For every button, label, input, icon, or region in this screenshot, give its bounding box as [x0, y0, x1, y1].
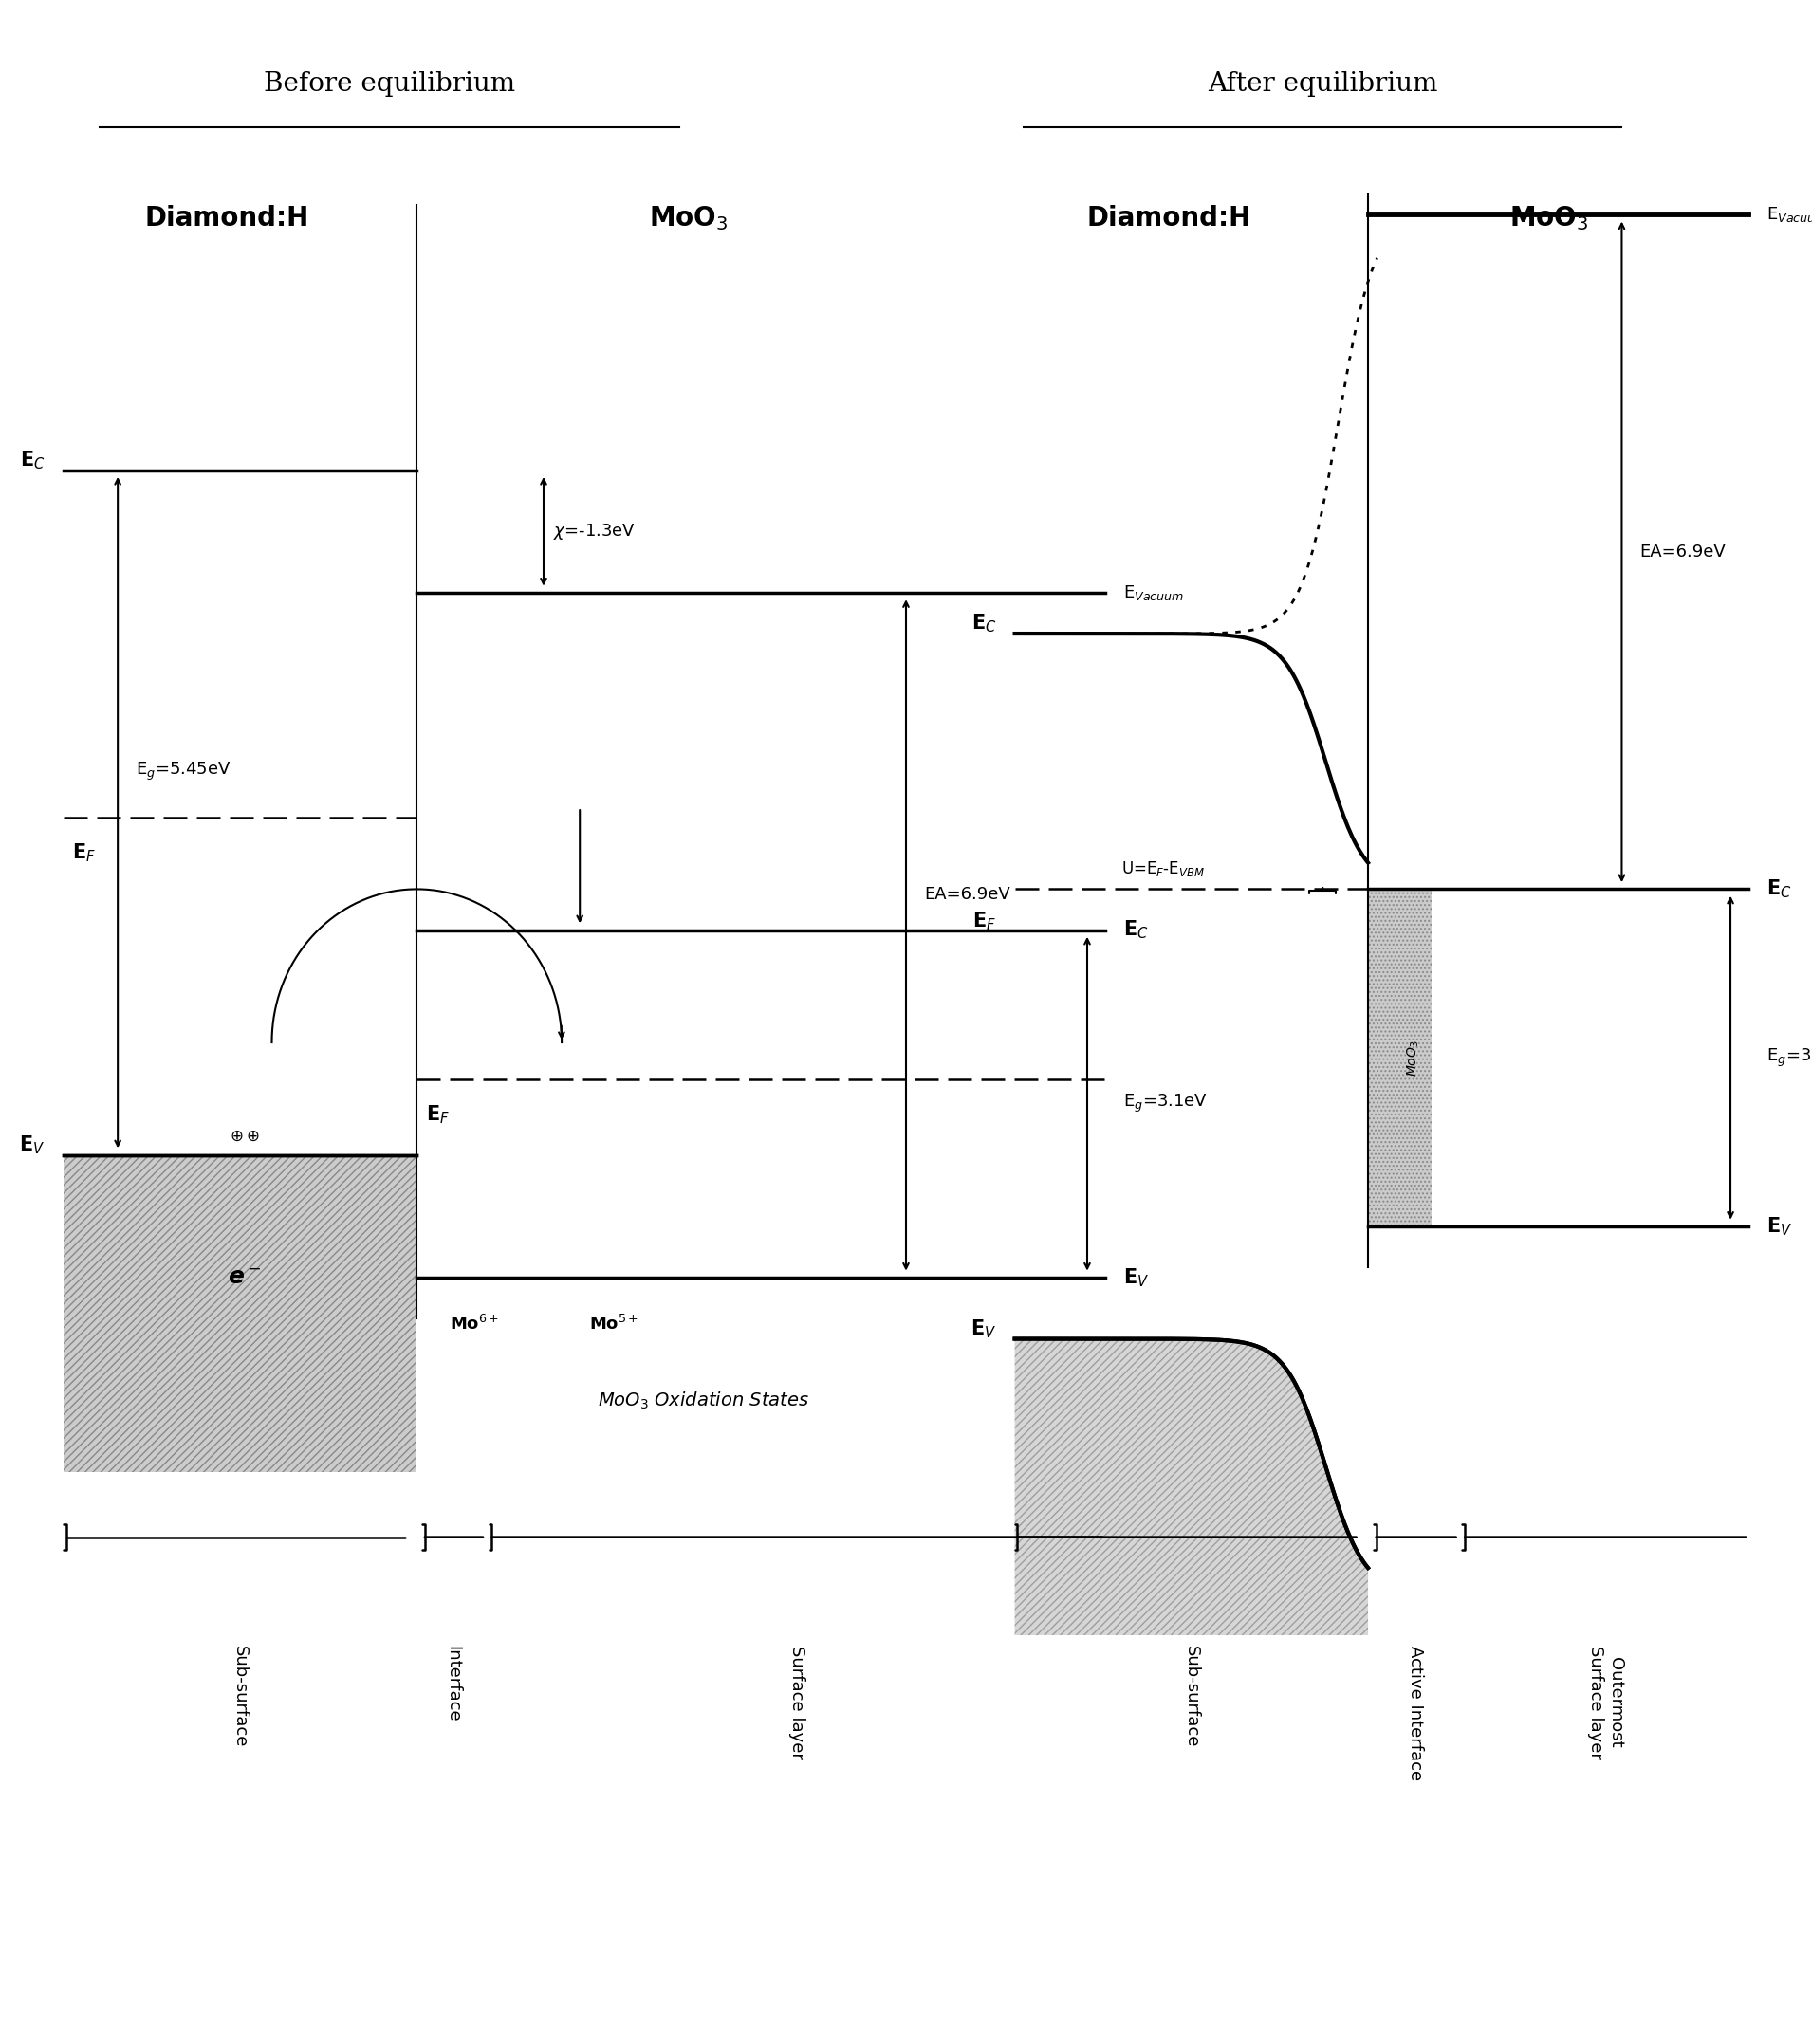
- Text: E$_V$: E$_V$: [1767, 1216, 1792, 1237]
- Text: E$_g$=3.1eV: E$_g$=3.1eV: [1123, 1094, 1209, 1114]
- Text: $\oplus\oplus$: $\oplus\oplus$: [230, 1128, 259, 1145]
- Text: E$_C$: E$_C$: [1767, 879, 1792, 899]
- Text: EA=6.9eV: EA=6.9eV: [924, 885, 1011, 903]
- Text: U=E$_F$-E$_{VBM}$: U=E$_F$-E$_{VBM}$: [1122, 858, 1205, 879]
- Text: E$_{Vacuum}$: E$_{Vacuum}$: [1123, 583, 1185, 603]
- Text: E$_{Vacuum}$: E$_{Vacuum}$: [1767, 204, 1812, 225]
- Text: e$^-$: e$^-$: [228, 1265, 261, 1290]
- Text: Surface layer: Surface layer: [788, 1645, 806, 1760]
- Text: Mo$^{6+}$: Mo$^{6+}$: [449, 1314, 498, 1333]
- Text: Interface: Interface: [444, 1645, 462, 1721]
- Text: MoO$_3$: MoO$_3$: [649, 204, 728, 233]
- Text: Mo$^{5+}$: Mo$^{5+}$: [589, 1314, 638, 1333]
- Text: Outermost
Surface layer: Outermost Surface layer: [1587, 1645, 1624, 1760]
- Text: E$_C$: E$_C$: [971, 613, 997, 634]
- Text: Before equilibrium: Before equilibrium: [265, 72, 515, 98]
- Text: E$_g$=5.45eV: E$_g$=5.45eV: [136, 760, 232, 783]
- Text: E$_F$: E$_F$: [426, 1104, 449, 1126]
- Text: E$_V$: E$_V$: [1123, 1267, 1149, 1288]
- Text: E$_F$: E$_F$: [72, 842, 96, 865]
- Text: E$_F$: E$_F$: [973, 910, 997, 932]
- Text: $\mathit{MoO_3}$ $\mathit{Oxidation\ States}$: $\mathit{MoO_3}$ $\mathit{Oxidation\ Sta…: [598, 1390, 810, 1410]
- Text: E$_V$: E$_V$: [971, 1318, 997, 1339]
- Text: Diamond:H: Diamond:H: [1087, 204, 1250, 231]
- Text: After equilibrium: After equilibrium: [1209, 72, 1437, 98]
- Text: Active Interface: Active Interface: [1406, 1645, 1424, 1780]
- Text: MoO$_3$: MoO$_3$: [1509, 204, 1589, 233]
- Text: E$_C$: E$_C$: [1123, 920, 1149, 940]
- Text: E$_V$: E$_V$: [20, 1134, 45, 1155]
- Text: $\chi$=-1.3eV: $\chi$=-1.3eV: [553, 521, 634, 542]
- Text: Sub-surface: Sub-surface: [232, 1645, 248, 1748]
- Bar: [63, 1155, 417, 1472]
- Text: Diamond:H: Diamond:H: [145, 204, 308, 231]
- Text: Sub-surface: Sub-surface: [1183, 1645, 1200, 1748]
- Text: EA=6.9eV: EA=6.9eV: [1640, 544, 1727, 560]
- Text: E$_g$=3.1eV: E$_g$=3.1eV: [1767, 1047, 1812, 1069]
- Text: $MoO_3$: $MoO_3$: [1406, 1040, 1421, 1075]
- Text: E$_C$: E$_C$: [20, 450, 45, 470]
